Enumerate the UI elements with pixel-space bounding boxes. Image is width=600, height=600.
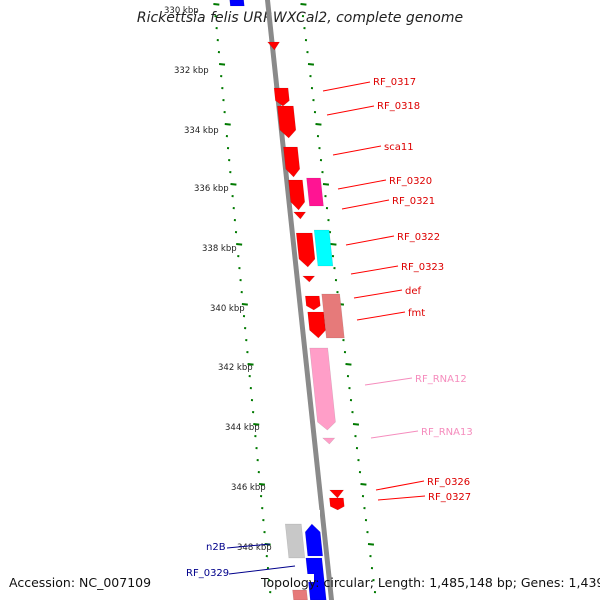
gene-label-rf0321[interactable]: RF_0321: [392, 196, 435, 207]
scale-label-338: 338 kbp: [202, 244, 237, 254]
genome-summary-text: Topology: circular; Length: 1,485,148 bp…: [261, 575, 600, 590]
feature-rf0322-rna: [313, 229, 334, 267]
scale-label-336: 336 kbp: [194, 184, 229, 194]
outer-tick-ring: [213, 3, 272, 594]
scale-label-332: 332 kbp: [174, 66, 209, 76]
gene-label-rf0322[interactable]: RF_0322: [397, 232, 440, 243]
gene-label-fmt[interactable]: fmt: [408, 308, 425, 319]
leader-line-11: [375, 480, 425, 491]
gene-label-rf0323[interactable]: RF_0323: [401, 262, 444, 273]
gene-label-rf0329[interactable]: RF_0329: [186, 568, 229, 579]
feature-fmt-region: [321, 293, 345, 339]
inner-tick-major: [367, 543, 375, 546]
feature-rf0322: [295, 232, 316, 268]
scale-label-334: 334 kbp: [184, 126, 219, 136]
leader-line-12: [377, 495, 426, 501]
gene-features: [229, 0, 345, 600]
label-leaders: [226, 81, 426, 575]
feature-blue-top: [229, 0, 245, 7]
feature-def: [305, 295, 321, 311]
feature-sca11: [283, 146, 301, 178]
feature-bottom-salmon: [292, 589, 308, 600]
feature-rf0320-rna: [306, 177, 324, 207]
gene-label-def[interactable]: def: [405, 286, 422, 297]
scale-labels: 330 kbp 332 kbp 334 kbp 336 kbp 338 kbp …: [164, 6, 272, 553]
gene-label-n2b[interactable]: n2B: [206, 542, 226, 553]
backbone: [265, 0, 334, 600]
leader-line-14: [228, 565, 296, 575]
scale-label-340: 340 kbp: [210, 304, 245, 314]
outer-tick-major: [236, 243, 243, 246]
feature-gray-block: [284, 523, 306, 559]
inner-tick-major: [360, 483, 367, 486]
feature-rf0321: [293, 211, 307, 220]
map-title: Rickettsia felis URRWXCal2, complete gen…: [136, 10, 464, 26]
outer-tick-major: [224, 123, 231, 126]
inner-tick-major: [345, 363, 352, 366]
scale-label-top: 330 kbp: [164, 6, 199, 16]
feature-rf-rna13: [322, 437, 336, 445]
inner-tick-major: [307, 63, 315, 66]
leader-line-6: [350, 265, 399, 275]
leader-line-5: [345, 235, 395, 246]
scale-label-342: 342 kbp: [218, 363, 253, 373]
gene-label-rf0326[interactable]: RF_0326: [427, 477, 470, 488]
inner-tick-major: [300, 3, 307, 6]
inner-tick-major: [322, 183, 330, 186]
leader-line-3: [337, 179, 387, 190]
separator-1: [296, 574, 314, 582]
genome-backbone-bar: [265, 0, 334, 600]
gene-label-sca11[interactable]: sca11: [384, 142, 414, 153]
outer-tick-major: [213, 3, 220, 6]
scale-label-346: 346 kbp: [231, 483, 266, 493]
outer-tick-major: [241, 303, 248, 306]
feature-rf0323: [302, 275, 316, 283]
feature-fmt: [307, 311, 326, 339]
leader-line-10: [370, 430, 419, 439]
feature-rf0327: [329, 497, 345, 511]
leader-line-0: [322, 81, 371, 92]
feature-rf0316: [267, 41, 281, 51]
outer-tick-major: [218, 63, 226, 66]
gene-label-rf0317[interactable]: RF_0317: [373, 77, 416, 88]
feature-rf0326: [329, 489, 345, 499]
feature-blue-lower: [305, 557, 327, 600]
gene-label-rf-rna12[interactable]: RF_RNA12: [415, 374, 467, 385]
inner-tick-major: [352, 423, 360, 426]
leader-line-2: [332, 145, 382, 156]
gene-labels: RF_0317 RF_0318 sca11 RF_0320 RF_0321 RF…: [186, 77, 473, 579]
scale-label-348: 348 kbp: [237, 543, 272, 553]
feature-blue-upper: [304, 523, 324, 557]
leader-line-9: [364, 377, 413, 386]
feature-rf0317: [273, 87, 290, 107]
outer-tick-major: [253, 423, 260, 426]
feature-rf0320: [288, 179, 306, 211]
inner-tick-major: [330, 243, 337, 246]
separator-0: [300, 510, 320, 518]
gene-label-rf-rna13[interactable]: RF_RNA13: [421, 427, 473, 438]
gene-label-rf0320[interactable]: RF_0320: [389, 176, 432, 187]
inner-tick-major: [315, 123, 322, 126]
gene-label-rf0318[interactable]: RF_0318: [377, 101, 420, 112]
feature-rf0318: [277, 105, 297, 139]
outer-tick-major: [230, 183, 237, 186]
leader-line-7: [353, 289, 403, 299]
inner-tick-ring: [300, 3, 377, 594]
outer-tick-major: [247, 363, 254, 366]
scale-label-344: 344 kbp: [225, 423, 260, 433]
leader-line-13: [226, 543, 271, 549]
accession-text: Accession: NC_007109: [9, 575, 152, 590]
gene-label-rf0327[interactable]: RF_0327: [428, 492, 471, 503]
leader-line-1: [326, 105, 375, 116]
leader-line-8: [356, 311, 406, 321]
feature-rf-rna12: [309, 347, 336, 431]
outer-tick-major: [258, 483, 266, 486]
leader-line-4: [341, 199, 390, 210]
